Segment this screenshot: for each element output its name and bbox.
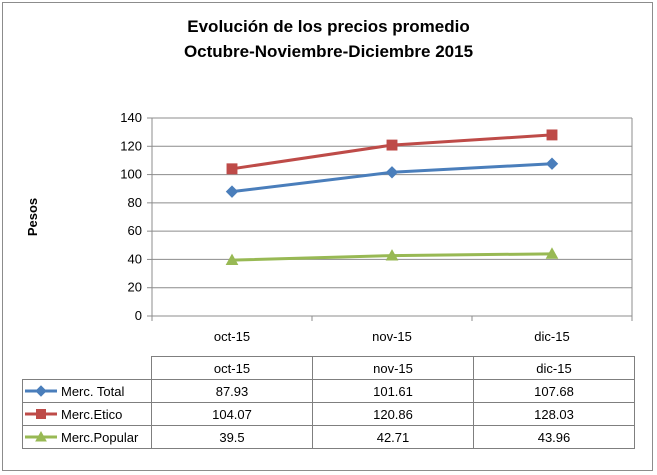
x-tick-label: oct-15	[214, 329, 250, 344]
table-corner	[22, 356, 152, 380]
table-row: Merc.Etico 104.07 120.86 128.03	[22, 402, 635, 426]
table-header-cell: nov-15	[312, 356, 474, 380]
legend-key-square-icon	[25, 409, 57, 419]
legend-key-triangle-icon	[25, 430, 57, 442]
table-cell: 101.61	[312, 379, 474, 403]
table-cell: 87.93	[151, 379, 313, 403]
data-point	[226, 163, 238, 175]
table-row: Merc. Total 87.93 101.61 107.68	[22, 379, 635, 403]
table-cell: 107.68	[473, 379, 635, 403]
data-point	[546, 129, 558, 141]
y-tick-label: 120	[120, 138, 142, 153]
legend-entry: Merc. Total	[22, 379, 152, 403]
table-cell: 120.86	[312, 402, 474, 426]
legend-key-diamond-icon	[25, 385, 57, 397]
table-cell: 43.96	[473, 425, 635, 449]
table-header-cell: oct-15	[151, 356, 313, 380]
data-point	[385, 166, 399, 179]
x-tick-label: dic-15	[534, 329, 569, 344]
table-header-cell: dic-15	[473, 356, 635, 380]
table-cell: 128.03	[473, 402, 635, 426]
y-axis-label: Pesos	[25, 198, 40, 236]
data-point	[225, 185, 239, 198]
data-point	[545, 247, 559, 259]
chart-subtitle: Octubre-Noviembre-Diciembre 2015	[183, 42, 474, 61]
x-tick-label: nov-15	[372, 329, 412, 344]
y-tick-label: 100	[120, 167, 142, 182]
data-table: oct-15 nov-15 dic-15 Merc. Total 87.93 1…	[22, 356, 635, 449]
y-tick-label: 0	[135, 308, 142, 323]
table-row: Merc.Popular 39.5 42.71 43.96	[22, 425, 635, 449]
y-tick-label: 60	[128, 223, 142, 238]
legend-marker	[35, 385, 47, 397]
data-point	[385, 249, 399, 261]
legend-entry: Merc.Etico	[22, 402, 152, 426]
chart-title: Evolución de los precios promedio	[187, 17, 470, 36]
data-point	[225, 253, 239, 266]
table-cell: 42.71	[312, 425, 474, 449]
data-point	[386, 139, 398, 151]
legend-label: Merc. Total	[61, 383, 125, 399]
y-tick-label: 40	[128, 251, 142, 266]
table-header-row: oct-15 nov-15 dic-15	[22, 356, 635, 380]
legend-label: Merc.Etico	[61, 406, 123, 422]
y-tick-label: 20	[128, 280, 142, 295]
legend-marker	[35, 430, 47, 442]
y-tick-label: 140	[120, 110, 142, 125]
legend-label: Merc.Popular	[61, 429, 139, 445]
legend-entry: Merc.Popular	[22, 425, 152, 449]
y-tick-label: 80	[128, 195, 142, 210]
table-cell: 39.5	[151, 425, 313, 449]
data-point	[545, 157, 559, 170]
table-cell: 104.07	[151, 402, 313, 426]
legend-marker	[36, 409, 46, 419]
